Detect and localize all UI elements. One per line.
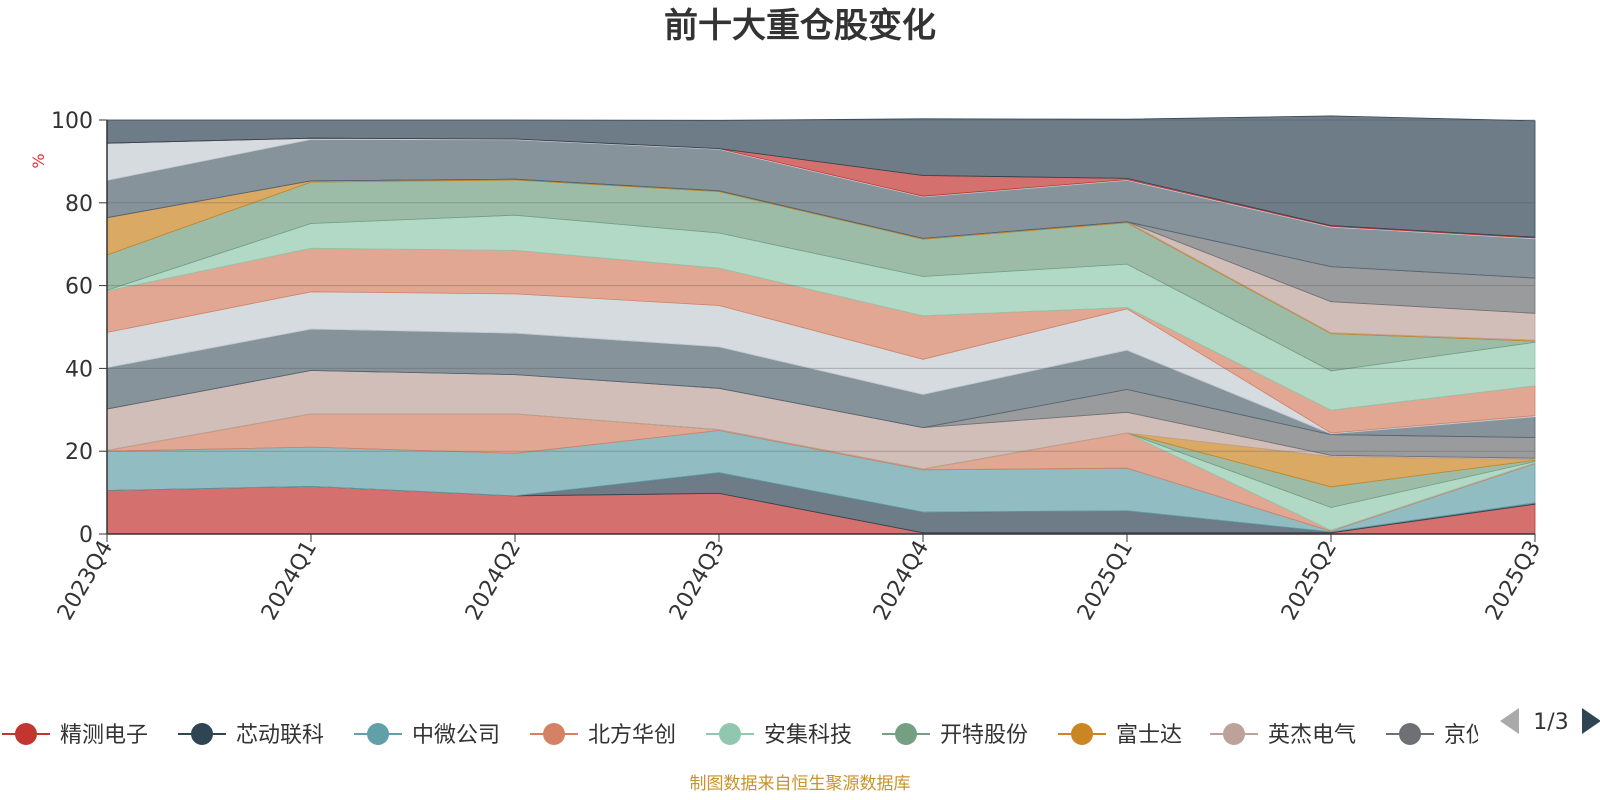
x-tick-label: 2024Q4 xyxy=(869,537,934,625)
legend-prev-page-icon[interactable] xyxy=(1500,708,1519,734)
legend-item-5[interactable]: 安集科技 xyxy=(706,723,852,748)
legend-item-8[interactable]: 英杰电气 xyxy=(1210,723,1356,748)
legend-item-6[interactable]: 开特股份 xyxy=(882,723,1028,748)
x-tick-label: 2024Q1 xyxy=(257,537,322,625)
legend-label: 安集科技 xyxy=(764,723,852,748)
y-axis-unit: % xyxy=(29,153,48,168)
legend-label: 英杰电气 xyxy=(1268,723,1356,748)
legend-label: 开特股份 xyxy=(940,723,1028,748)
y-tick-label: 40 xyxy=(65,357,93,382)
legend-marker-icon xyxy=(367,723,389,745)
y-tick-label: 60 xyxy=(65,275,93,300)
y-tick-label: 80 xyxy=(65,192,93,217)
legend-item-4[interactable]: 北方华创 xyxy=(530,723,676,748)
legend-item-7[interactable]: 富士达 xyxy=(1058,723,1182,748)
legend-label: 芯动联科 xyxy=(236,723,324,748)
legend-label: 北方华创 xyxy=(588,723,676,748)
legend-marker-icon xyxy=(543,723,565,745)
y-tick-label: 0 xyxy=(79,523,93,548)
legend-marker-icon xyxy=(191,723,213,745)
legend-item-2[interactable]: 芯动联科 xyxy=(178,723,324,748)
legend-label: 富士达 xyxy=(1116,723,1182,748)
legend-marker-icon xyxy=(1071,723,1093,745)
legend-item-9[interactable]: 京仪装备 xyxy=(1386,723,1532,748)
legend-label: 京仪装备 xyxy=(1444,723,1532,748)
legend-next-page-icon[interactable] xyxy=(1582,708,1600,734)
legend-label: 精测电子 xyxy=(60,723,148,748)
x-tick-label: 2025Q1 xyxy=(1073,537,1138,625)
y-tick-label: 100 xyxy=(51,109,93,134)
data-source-note: 制图数据来自恒生聚源数据库 xyxy=(690,774,911,794)
legend-marker-icon xyxy=(1223,723,1245,745)
legend: 精测电子 芯动联科 中微公司 北方华创 安集科技 开特股份 富士达 英杰电气 京仪装备 xyxy=(2,723,1532,748)
legend-pager: 1/3 xyxy=(1500,708,1600,735)
legend-marker-icon xyxy=(719,723,741,745)
x-tick-label: 2024Q3 xyxy=(665,537,730,625)
legend-item-1[interactable]: 精测电子 xyxy=(2,723,148,748)
legend-marker-icon xyxy=(895,723,917,745)
x-tick-label: 2025Q2 xyxy=(1277,537,1342,625)
legend-label: 中微公司 xyxy=(412,723,500,748)
area-series-group xyxy=(106,115,1536,535)
area-series-21 xyxy=(106,115,1536,238)
legend-marker-icon xyxy=(1399,723,1421,745)
y-tick-label: 20 xyxy=(65,440,93,465)
x-tick-label: 2025Q3 xyxy=(1481,537,1546,625)
x-tick-label: 2024Q2 xyxy=(461,537,526,625)
chart-title: 前十大重仓股变化 xyxy=(664,6,936,46)
legend-marker-icon xyxy=(15,723,37,745)
x-tick-label: 2023Q4 xyxy=(53,537,118,625)
legend-item-3[interactable]: 中微公司 xyxy=(354,723,500,748)
legend-page-indicator: 1/3 xyxy=(1533,710,1568,735)
grid-lines xyxy=(107,119,1535,452)
